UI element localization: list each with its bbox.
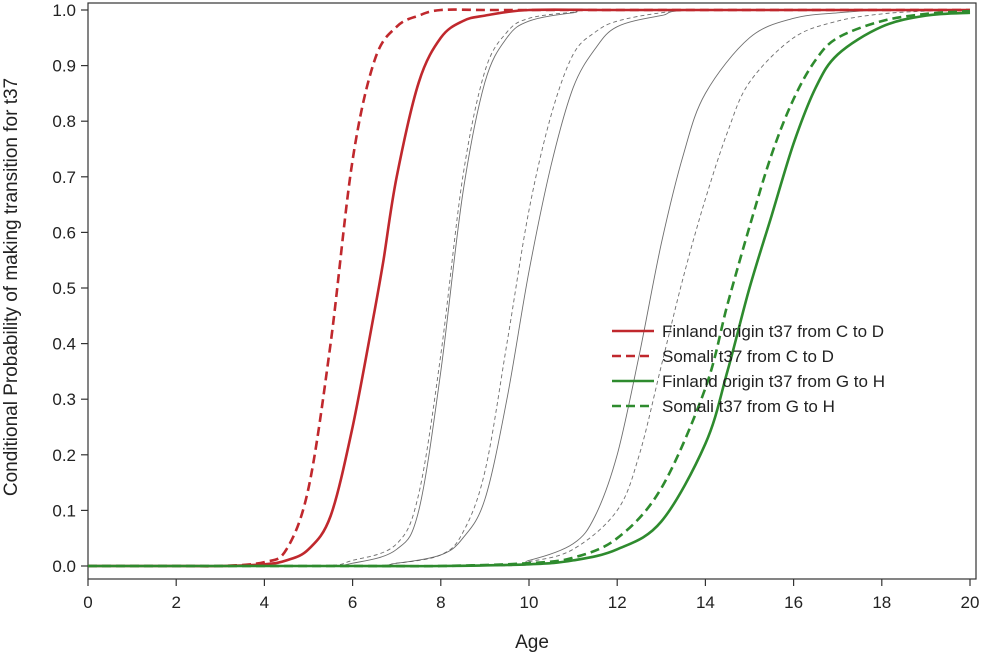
series-line-4 — [87, 9, 971, 568]
series-line-1 — [87, 8, 970, 568]
series-line-5 — [87, 9, 971, 567]
legend-label: Finland origin t37 from C to D — [662, 322, 884, 341]
y-tick-label: 0.1 — [52, 501, 76, 520]
legend-label: Finland origin t37 from G to H — [662, 372, 885, 391]
plot-frame — [87, 2, 977, 580]
x-axis: 0 2 4 6 8 10 12 14 16 18 20 — [83, 579, 979, 612]
x-tick-label: 18 — [872, 593, 891, 612]
series-line-3 — [87, 11, 971, 568]
x-tick-label: 0 — [83, 593, 92, 612]
y-tick-label: 0.3 — [52, 390, 76, 409]
legend-label: Somali t37 from G to H — [662, 397, 835, 416]
x-tick-label: 16 — [784, 593, 803, 612]
y-tick-label: 0.7 — [52, 168, 76, 187]
series-line-10 — [87, 9, 971, 567]
y-tick-label: 0.0 — [52, 557, 76, 576]
legend-label: Somali t37 from C to D — [662, 347, 834, 366]
x-tick-label: 6 — [348, 593, 357, 612]
x-tick-label: 2 — [171, 593, 180, 612]
series-line-6 — [87, 9, 971, 567]
x-tick-label: 10 — [520, 593, 539, 612]
x-tick-label: 20 — [961, 593, 980, 612]
x-tick-label: 14 — [696, 593, 715, 612]
y-tick-label: 0.9 — [52, 57, 76, 76]
y-tick-label: 0.4 — [52, 335, 76, 354]
x-tick-label: 8 — [436, 593, 445, 612]
y-tick-label: 0.2 — [52, 446, 76, 465]
y-tick-label: 1.0 — [52, 1, 76, 20]
y-axis: 0.0 0.1 0.2 0.3 0.4 0.5 0.6 0.7 0.8 0.9 1.0 — [52, 1, 88, 576]
y-axis-label: Conditional Probability of making transi… — [1, 78, 22, 496]
y-tick-label: 0.5 — [52, 279, 76, 298]
y-tick-label: 0.8 — [52, 112, 76, 131]
x-axis-label: Age — [515, 632, 549, 653]
y-tick-label: 0.6 — [52, 223, 76, 242]
legend: Finland origin t37 from C to D Somali t37… — [612, 322, 885, 416]
series-line-2 — [87, 8, 970, 568]
series-line-9 — [87, 9, 971, 567]
x-tick-label: 12 — [608, 593, 627, 612]
series-line-7 — [87, 9, 971, 567]
series-line-8 — [87, 9, 971, 567]
x-tick-label: 4 — [260, 593, 269, 612]
series-lines — [87, 8, 971, 568]
